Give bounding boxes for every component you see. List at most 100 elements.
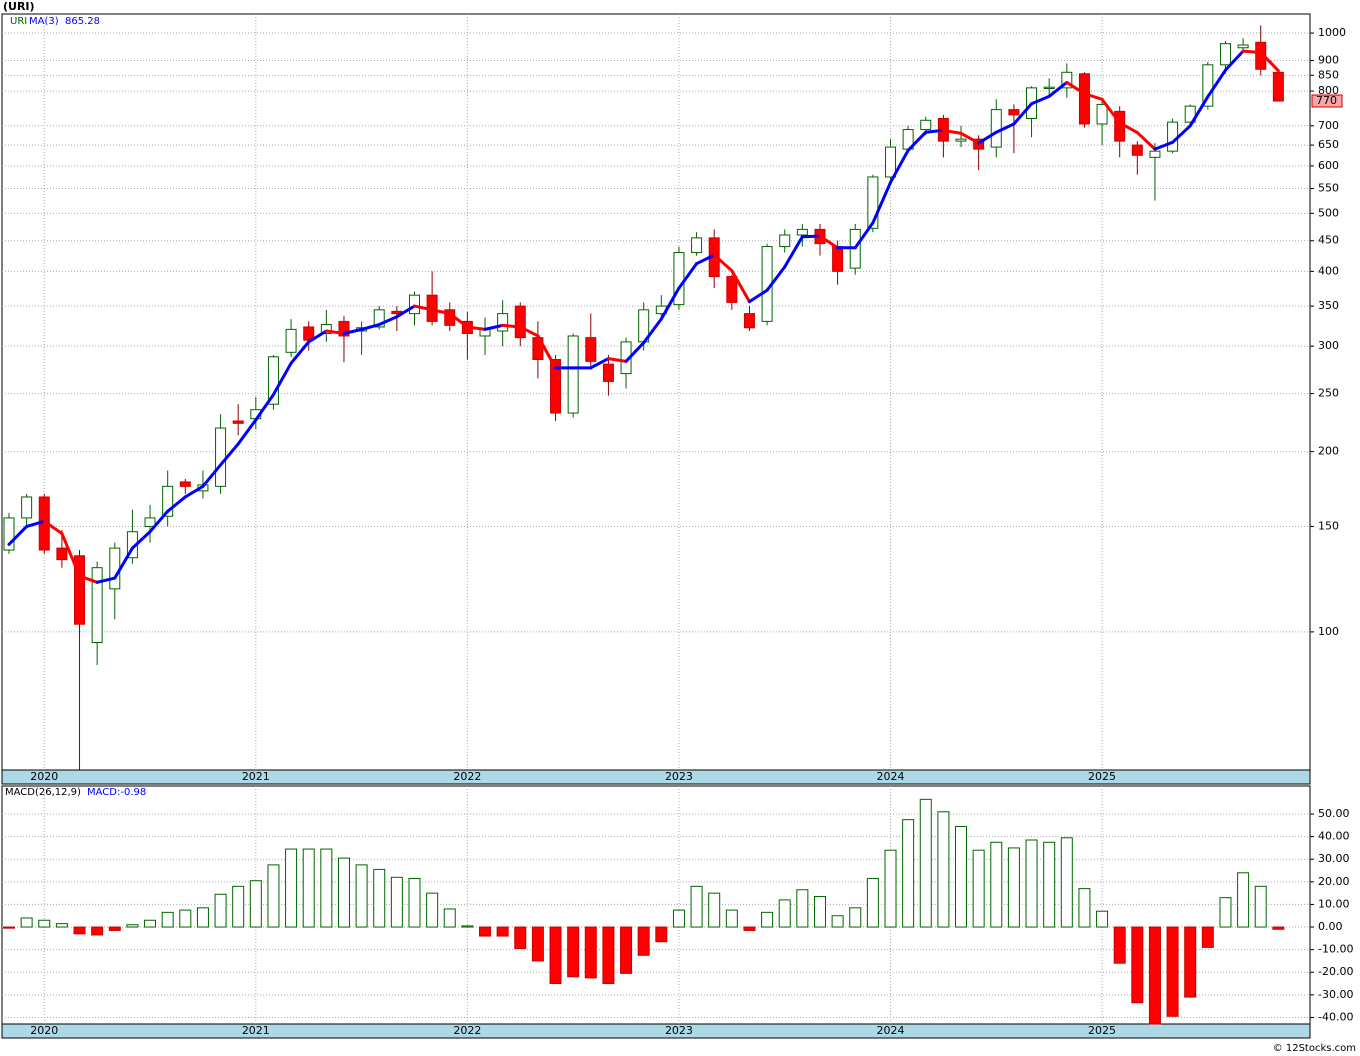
candle-body — [955, 138, 967, 142]
ma-line — [853, 221, 875, 250]
candle-body — [109, 547, 121, 590]
candle-body — [215, 427, 227, 487]
y-tick-label: 0.00 — [1318, 920, 1343, 933]
ma-line — [747, 288, 769, 304]
candle-body — [1202, 64, 1214, 107]
candle-body — [691, 237, 703, 254]
y-tick-label: 150 — [1318, 519, 1339, 532]
candle-body — [585, 337, 597, 362]
y-tick-label: 100 — [1318, 625, 1339, 638]
x-axis-strip — [1, 1023, 1311, 1039]
y-tick-label: 200 — [1318, 445, 1339, 458]
ma-line — [1153, 140, 1175, 151]
macd-bar — [443, 908, 456, 928]
x-tick-label: 2025 — [1088, 770, 1116, 783]
macd-bar — [267, 864, 280, 928]
macd-bar — [196, 907, 209, 928]
macd-bar — [1166, 926, 1179, 1017]
last-price-label: 770 — [1316, 94, 1337, 107]
ma-line — [1012, 102, 1034, 126]
candle-body — [673, 252, 685, 306]
macd-bar — [1148, 926, 1161, 1025]
macd-bar — [708, 892, 721, 928]
x-tick-label: 2020 — [30, 1024, 58, 1037]
x-tick-label: 2023 — [665, 1024, 693, 1037]
ma-line — [307, 329, 328, 344]
candle-body — [162, 485, 174, 517]
macd-bar — [38, 919, 51, 928]
macd-bar — [672, 909, 685, 928]
y-tick-label: 30.00 — [1318, 852, 1350, 865]
ma-line — [1223, 49, 1245, 72]
candle-body — [267, 356, 279, 405]
ma-line — [130, 530, 152, 550]
x-axis-strip — [1, 769, 1311, 785]
ma-line — [1171, 124, 1192, 144]
macd-bar — [1096, 910, 1109, 928]
macd-bar — [796, 889, 809, 928]
macd-bar — [955, 825, 968, 928]
ma-line — [465, 325, 487, 331]
macd-bar — [320, 848, 333, 928]
ma-line — [906, 130, 928, 152]
y-tick-label: 650 — [1318, 138, 1339, 151]
ma-line — [730, 269, 751, 304]
macd-bar — [144, 919, 157, 928]
macd-bar — [1007, 847, 1020, 928]
macd-bar — [655, 926, 668, 943]
ma-line — [1100, 97, 1122, 125]
macd-bar — [496, 926, 509, 937]
x-tick-label: 2020 — [30, 770, 58, 783]
macd-bar — [549, 926, 562, 985]
macd-bar — [73, 926, 86, 935]
candle-body — [3, 517, 15, 551]
ma-line — [959, 131, 981, 145]
ma-line — [1047, 80, 1069, 98]
candle-body — [373, 309, 385, 328]
ma-line — [360, 323, 381, 331]
macd-bar — [55, 923, 68, 928]
macd-bar — [91, 926, 104, 936]
ma-line — [994, 122, 1016, 134]
macd-bar — [126, 924, 139, 928]
y-tick-label: 20.00 — [1318, 875, 1350, 888]
ma-line — [536, 334, 558, 370]
ma-line — [271, 361, 293, 397]
y-tick-label: 500 — [1318, 206, 1339, 219]
candle-body — [743, 313, 755, 329]
ma-line — [501, 323, 522, 329]
macd-bar — [813, 896, 826, 928]
y-tick-label: 10.00 — [1318, 897, 1350, 910]
macd-bar — [108, 926, 121, 931]
macd-bar — [584, 926, 597, 979]
macd-bar — [3, 926, 15, 929]
ma-line — [183, 484, 205, 499]
ma-line — [518, 325, 540, 338]
macd-bar — [761, 911, 774, 928]
ma-line — [113, 546, 134, 580]
y-tick-label: 50.00 — [1318, 807, 1350, 820]
ma-line — [1188, 95, 1210, 128]
macd-bar — [567, 926, 580, 978]
ma-line — [7, 524, 29, 546]
ma-line — [448, 312, 469, 329]
x-tick-label: 2022 — [453, 770, 481, 783]
candle-body — [990, 109, 1002, 148]
ma-line — [412, 304, 434, 312]
y-tick-label: -40.00 — [1318, 1010, 1353, 1023]
ma-line — [712, 253, 734, 273]
ma-line — [659, 286, 681, 321]
ma-line — [324, 329, 346, 335]
legend-ma: MA(3) — [29, 16, 59, 27]
macd-bar — [1272, 926, 1285, 930]
y-tick-label: 400 — [1318, 264, 1339, 277]
ma-line — [695, 253, 716, 266]
candle-body — [497, 313, 509, 332]
y-tick-label: 800 — [1318, 84, 1339, 97]
ma-line — [606, 357, 628, 363]
ma-line — [800, 234, 822, 239]
candle-body — [1272, 71, 1284, 102]
macd-bar — [1237, 872, 1250, 928]
ma-line — [1118, 121, 1139, 135]
candle-body — [1078, 73, 1090, 125]
